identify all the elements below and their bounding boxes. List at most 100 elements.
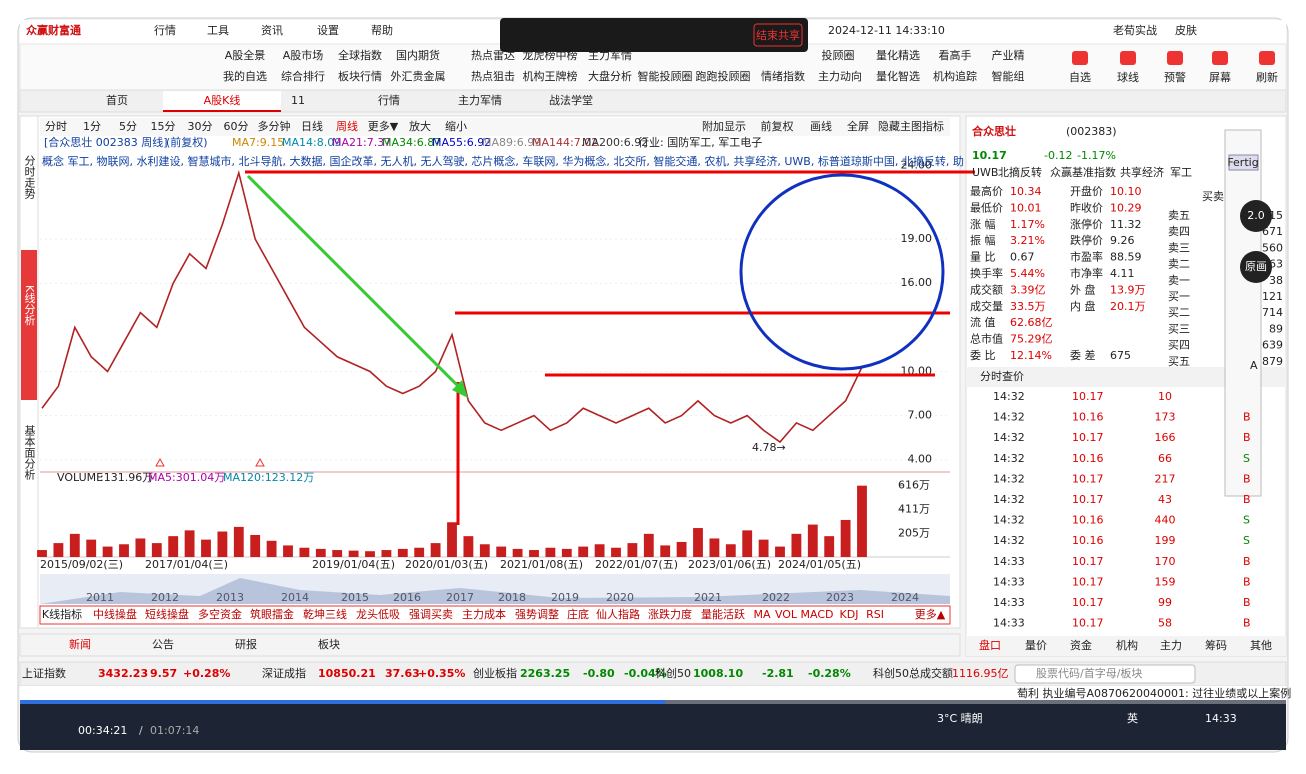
- toolbar-item[interactable]: 机构追踪: [933, 69, 977, 83]
- indicator-tab[interactable]: 短线操盘: [145, 607, 189, 621]
- toolbar-item[interactable]: A股全景: [225, 48, 266, 62]
- toolbar-item[interactable]: 智能投顾圈: [638, 69, 693, 83]
- tag[interactable]: 军工: [1170, 166, 1192, 179]
- menu-item[interactable]: 设置: [317, 24, 339, 37]
- palette-button[interactable]: Fertig: [1227, 156, 1258, 169]
- side-label[interactable]: K线分析: [23, 285, 36, 326]
- tag[interactable]: 众赢基准指数: [1050, 165, 1116, 179]
- indicator-tab[interactable]: KDJ: [840, 608, 859, 621]
- toolbar-item[interactable]: 板块行情: [338, 69, 382, 83]
- indicator-tab[interactable]: 中线操盘: [93, 607, 137, 621]
- toolbar-item[interactable]: 大盘分析: [588, 69, 632, 83]
- toolbar-item[interactable]: 量化精选: [876, 48, 920, 62]
- quote-tab[interactable]: 资金: [1070, 638, 1092, 652]
- toolbar-item[interactable]: 我的自选: [223, 69, 267, 83]
- indicator-tab[interactable]: 庄底: [567, 607, 589, 621]
- period-button[interactable]: 多分钟: [258, 119, 291, 133]
- tag[interactable]: UWB: [972, 166, 998, 179]
- palette-original[interactable]: 原画: [1245, 260, 1267, 273]
- indicator-tab[interactable]: 主力成本: [462, 607, 506, 621]
- indicator-tab[interactable]: 强势调整: [515, 607, 559, 621]
- chart-button[interactable]: 隐藏主图指标: [878, 119, 944, 133]
- tab[interactable]: 行情: [378, 94, 400, 107]
- indicator-tab[interactable]: 多空资金: [198, 607, 242, 621]
- news-tab[interactable]: 公告: [152, 638, 174, 651]
- side-label[interactable]: 分时走势: [23, 155, 36, 199]
- indicator-tab[interactable]: 更多▲: [915, 607, 946, 621]
- toolbar-button[interactable]: 屏幕: [1209, 70, 1231, 84]
- toolbar-item[interactable]: 主力军情: [588, 49, 632, 62]
- search-box[interactable]: [1014, 664, 1196, 684]
- toolbar-item[interactable]: 看高手: [939, 48, 972, 62]
- indicator-tab[interactable]: 筑眼擂金: [250, 607, 294, 621]
- chart-button[interactable]: 前复权: [761, 119, 794, 133]
- toolbar-button[interactable]: 球线: [1117, 70, 1139, 84]
- period-button[interactable]: 放大: [409, 119, 431, 133]
- toolbar-item[interactable]: 热点狙击: [471, 70, 515, 83]
- period-button[interactable]: 日线: [301, 119, 323, 133]
- chart-button[interactable]: 全屏: [847, 119, 869, 133]
- share-button[interactable]: [753, 23, 803, 47]
- quote-tab[interactable]: 盘口: [979, 638, 1001, 652]
- indicator-tab[interactable]: 涨跌力度: [648, 607, 692, 621]
- search-placeholder[interactable]: 股票代码/首字母/板块: [1036, 666, 1142, 680]
- video-progress[interactable]: [20, 700, 665, 704]
- quote-tab[interactable]: 量价: [1025, 639, 1047, 652]
- quote-tab[interactable]: 机构: [1116, 638, 1138, 652]
- news-tab[interactable]: 板块: [318, 637, 340, 651]
- toolbar-item[interactable]: 量化智选: [876, 69, 920, 83]
- period-button[interactable]: 1分: [83, 120, 101, 133]
- period-button[interactable]: 缩小: [445, 120, 467, 133]
- share-button-label[interactable]: 结束共享: [756, 28, 800, 42]
- period-button[interactable]: 周线: [336, 119, 358, 133]
- toolbar-item[interactable]: 热点雷达: [471, 49, 515, 62]
- period-button[interactable]: 15分: [151, 120, 176, 133]
- tag[interactable]: 共享经济: [1120, 165, 1164, 179]
- indicator-tab[interactable]: 强调买卖: [409, 608, 453, 621]
- toolbar-button[interactable]: 自选: [1069, 71, 1091, 84]
- toolbar-item[interactable]: 跑跑投顾圈: [696, 69, 751, 83]
- menu-item[interactable]: 工具: [207, 24, 229, 37]
- tab[interactable]: 11: [291, 94, 305, 107]
- indicator-tab[interactable]: 乾坤三线: [303, 607, 347, 621]
- skin[interactable]: 皮肤: [1175, 23, 1197, 37]
- toolbar-item[interactable]: 智能组: [992, 69, 1025, 83]
- tab[interactable]: A股K线: [204, 93, 241, 107]
- indicator-tab[interactable]: K线指标: [42, 607, 82, 621]
- toolbar-button[interactable]: 预警: [1164, 70, 1186, 84]
- quote-tab[interactable]: 筹码: [1205, 638, 1227, 652]
- toolbar-item[interactable]: 主力动向: [818, 69, 862, 83]
- toolbar-item[interactable]: 综合排行: [281, 69, 325, 83]
- indicator-tab[interactable]: MA: [753, 608, 770, 621]
- toolbar-item[interactable]: 龙虎榜中榜: [523, 48, 578, 62]
- chart-button[interactable]: 画线: [810, 119, 832, 133]
- period-button[interactable]: 5分: [119, 120, 137, 133]
- toolbar-item[interactable]: 国内期货: [396, 48, 440, 62]
- indicator-tab[interactable]: RSI: [866, 608, 884, 621]
- menu-item[interactable]: 帮助: [371, 23, 393, 37]
- tab[interactable]: 主力军情: [458, 94, 502, 107]
- indicator-tab[interactable]: VOL: [775, 608, 798, 621]
- indicator-tab[interactable]: 量能活跃: [701, 607, 745, 621]
- toolbar-item[interactable]: 情绪指数: [761, 69, 805, 83]
- palette-text-tool[interactable]: A: [1250, 359, 1258, 372]
- chart-button[interactable]: 附加显示: [702, 119, 746, 133]
- toolbar-button[interactable]: 刷新: [1256, 70, 1278, 84]
- quote-tab[interactable]: 其他: [1250, 639, 1272, 652]
- period-button[interactable]: 更多▼: [368, 119, 399, 133]
- side-label[interactable]: 基本面分析: [23, 425, 36, 481]
- indicator-tab[interactable]: 仙人指路: [596, 607, 640, 621]
- period-button[interactable]: 60分: [224, 120, 249, 133]
- toolbar-item[interactable]: 机构王牌榜: [523, 69, 578, 83]
- toolbar-item[interactable]: 产业精: [992, 48, 1025, 62]
- indicator-tab[interactable]: 龙头低吸: [356, 608, 400, 621]
- indicator-tab[interactable]: MACD: [801, 608, 834, 621]
- tab[interactable]: 战法学堂: [549, 93, 593, 107]
- menu-item[interactable]: 资讯: [261, 24, 283, 37]
- toolbar-item[interactable]: 全球指数: [338, 48, 382, 62]
- toolbar-item[interactable]: A股市场: [283, 48, 324, 62]
- tab[interactable]: 首页: [106, 93, 128, 107]
- tag[interactable]: 北摘反转: [998, 165, 1042, 179]
- palette-width[interactable]: 2.0: [1247, 209, 1265, 222]
- toolbar-item[interactable]: 投顾圈: [822, 48, 855, 62]
